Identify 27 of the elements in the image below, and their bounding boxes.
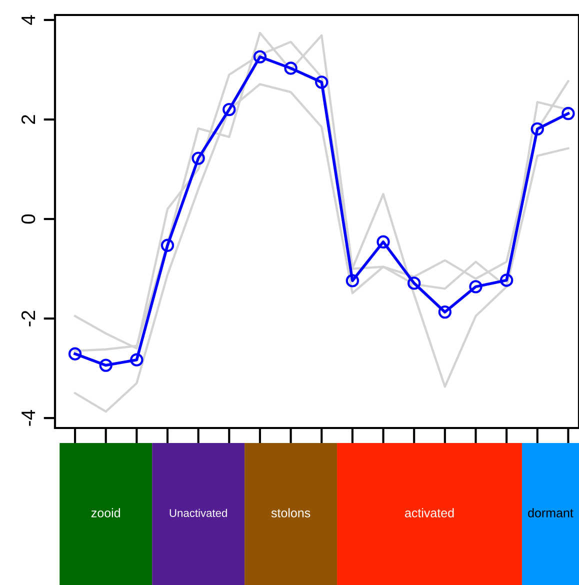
y-tick-label: 2: [21, 115, 35, 124]
point: [284, 62, 298, 75]
point: [438, 305, 452, 319]
point: [562, 106, 575, 120]
y-tick-label: 4: [22, 15, 35, 25]
text: stolons: [271, 508, 310, 518]
point: [469, 280, 482, 294]
point: [376, 235, 390, 248]
text: zooid: [91, 508, 120, 518]
point: [160, 238, 174, 252]
y-tick-label: -2: [21, 310, 35, 326]
point: [530, 122, 544, 136]
text: Unactivated: [170, 508, 227, 517]
text: activated: [405, 508, 454, 518]
point: [68, 347, 82, 360]
point: [253, 50, 267, 64]
point: [346, 274, 360, 288]
point: [222, 102, 236, 116]
point: [99, 358, 112, 372]
point: [192, 152, 205, 165]
point: [315, 76, 328, 89]
y-tick-label: 0: [21, 214, 36, 224]
text: dormant: [528, 508, 574, 518]
point: [500, 274, 514, 287]
point: [130, 353, 144, 366]
point: [407, 276, 421, 290]
y-tick-label: -4: [22, 410, 35, 426]
